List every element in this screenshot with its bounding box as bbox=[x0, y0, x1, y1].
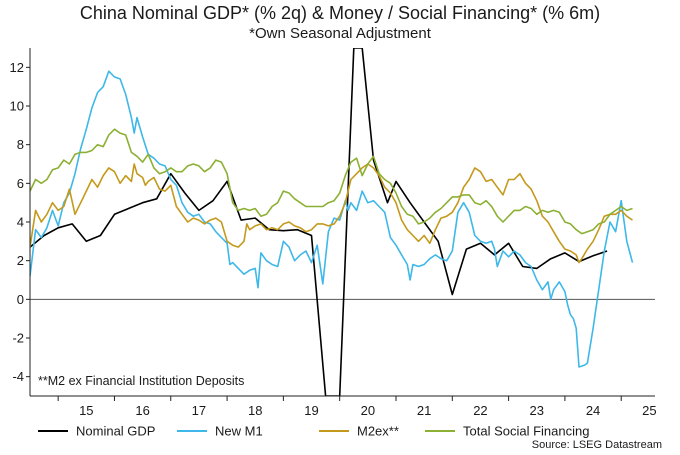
series-line-0 bbox=[30, 48, 608, 396]
x-tick-label: 24 bbox=[586, 403, 600, 418]
y-tick-label: 6 bbox=[17, 176, 24, 191]
x-tick-label: 15 bbox=[79, 403, 93, 418]
x-tick-label: 23 bbox=[530, 403, 544, 418]
y-tick-label: 4 bbox=[17, 215, 24, 230]
legend-label-3: Total Social Financing bbox=[463, 424, 589, 439]
y-tick-label: 10 bbox=[10, 99, 24, 114]
x-tick-label: 16 bbox=[135, 403, 149, 418]
y-tick-label: 8 bbox=[17, 137, 24, 152]
y-tick-label: 12 bbox=[10, 60, 24, 75]
legend-label-2: M2ex** bbox=[357, 424, 399, 439]
chart-title: China Nominal GDP* (% 2q) & Money / Soci… bbox=[79, 3, 601, 23]
x-tick-label: 18 bbox=[248, 403, 262, 418]
y-tick-label: -2 bbox=[12, 331, 24, 346]
x-tick-label: 19 bbox=[304, 403, 318, 418]
x-tick-label: 20 bbox=[361, 403, 375, 418]
annotation-note: **M2 ex Financial Institution Deposits bbox=[38, 374, 244, 388]
chart-subtitle: *Own Seasonal Adjustment bbox=[249, 25, 431, 42]
legend-label-0: Nominal GDP bbox=[76, 424, 155, 439]
series-line-1 bbox=[30, 70, 634, 368]
x-tick-label: 21 bbox=[417, 403, 431, 418]
legend-label-1: New M1 bbox=[215, 424, 263, 439]
series-line-3 bbox=[30, 128, 633, 235]
x-tick-label: 22 bbox=[473, 403, 487, 418]
series-line-2 bbox=[30, 163, 633, 264]
y-tick-label: 2 bbox=[17, 253, 24, 268]
y-tick-label: -4 bbox=[12, 369, 24, 384]
source-note: Source: LSEG Datastream bbox=[532, 439, 662, 451]
y-tick-label: 0 bbox=[17, 292, 24, 307]
x-tick-label: 25 bbox=[642, 403, 656, 418]
x-tick-label: 17 bbox=[192, 403, 206, 418]
